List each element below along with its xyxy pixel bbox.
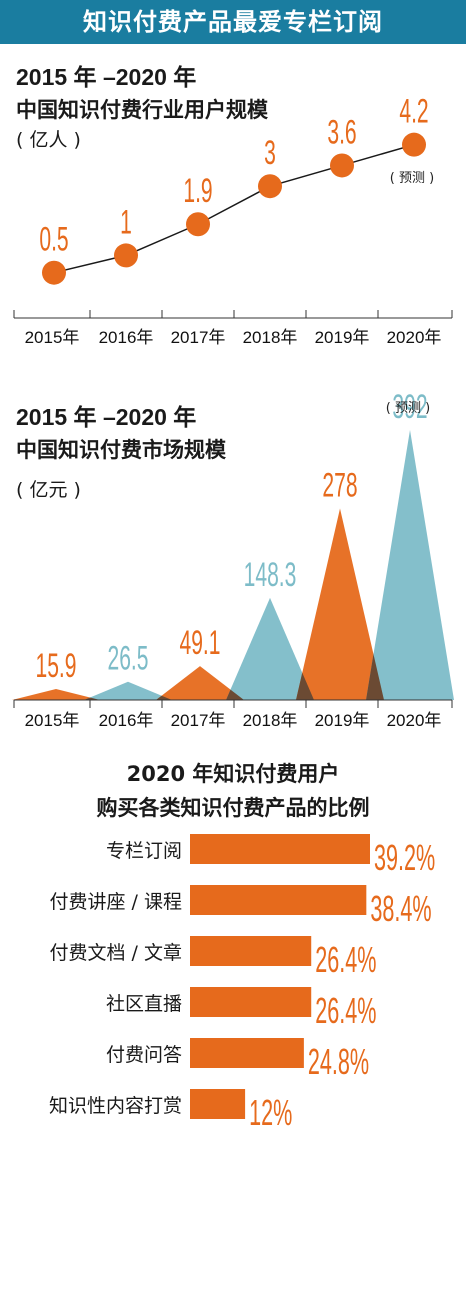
market-scale-triangle-chart: 15.9 26.5 49.1 148.3 278 392( 预测 ) 2015年 2016年 2… bbox=[12, 387, 454, 730]
x-tick-label: 2020年 bbox=[387, 711, 442, 730]
x-tick-label: 2017年 bbox=[171, 711, 226, 730]
bar bbox=[190, 936, 312, 966]
bar bbox=[190, 987, 312, 1017]
bar-category-label: 社区直播 bbox=[105, 993, 182, 1015]
triangle-mark bbox=[12, 689, 100, 700]
data-point bbox=[114, 243, 138, 268]
banner-title: 知识付费产品最爱专栏订阅 bbox=[83, 8, 383, 36]
bar bbox=[190, 1089, 246, 1119]
series-line bbox=[53, 143, 415, 274]
bar-value-label: 26.4% bbox=[315, 991, 376, 1031]
bar-category-label: 专栏订阅 bbox=[105, 840, 182, 862]
bar-value-label: 26.4% bbox=[315, 940, 376, 980]
data-point bbox=[330, 153, 354, 178]
bar-value-label: 12% bbox=[249, 1093, 292, 1133]
forecast-note: ( 预测 ) bbox=[390, 171, 434, 186]
chart1-unit: ( 亿人 ) bbox=[16, 129, 81, 151]
data-label: 15.9 bbox=[36, 646, 77, 684]
bar bbox=[190, 1038, 304, 1068]
x-tick-label: 2017年 bbox=[171, 328, 226, 347]
data-point bbox=[42, 260, 66, 285]
data-label: 4.2 bbox=[399, 91, 428, 129]
overlap-mark bbox=[84, 697, 100, 700]
chart1-title: 2015 年 –2020 年 bbox=[16, 64, 197, 90]
user-scale-line-chart: 0.5 1 1.9 3 3.6 4.2 ( 预测 ) 2015年 2016年 2017年 2018年… bbox=[13, 91, 453, 347]
chart2-title: 2015 年 –2020 年 bbox=[16, 404, 197, 430]
chart3-subtitle: 购买各类知识付费产品的比例 bbox=[96, 796, 370, 820]
data-label: 26.5 bbox=[108, 638, 149, 676]
bar bbox=[190, 885, 367, 915]
data-point bbox=[186, 212, 210, 237]
x-tick-label: 2015年 bbox=[25, 711, 80, 730]
triangle-mark bbox=[226, 597, 314, 700]
data-label: 392 bbox=[392, 387, 427, 425]
x-tick-label: 2016年 bbox=[99, 328, 154, 347]
x-tick-label: 2018年 bbox=[243, 328, 298, 347]
data-label: 3.6 bbox=[327, 112, 356, 150]
data-label: 3 bbox=[264, 133, 276, 171]
triangle-mark bbox=[366, 430, 454, 700]
x-tick-label: 2015年 bbox=[25, 328, 80, 347]
bar-value-label: 24.8% bbox=[308, 1042, 369, 1082]
bar-value-label: 39.2% bbox=[374, 838, 435, 878]
overlap-mark bbox=[156, 695, 172, 700]
bar bbox=[190, 834, 370, 864]
triangle-mark bbox=[156, 666, 244, 700]
x-tick-label: 2018年 bbox=[243, 711, 298, 730]
chart2-subtitle: 中国知识付费市场规模 bbox=[16, 438, 226, 462]
x-tick-label: 2016年 bbox=[99, 711, 154, 730]
bar-value-label: 38.4% bbox=[370, 889, 431, 929]
overlap-mark bbox=[366, 654, 384, 700]
x-tick-label: 2020年 bbox=[387, 328, 442, 347]
data-point bbox=[258, 174, 282, 199]
bar-category-label: 付费文档 / 文章 bbox=[49, 942, 182, 964]
triangle-mark bbox=[296, 508, 384, 700]
forecast-note: ( 预测 ) bbox=[386, 401, 430, 416]
title-banner bbox=[0, 0, 466, 44]
overlap-mark bbox=[226, 689, 244, 700]
data-label: 148.3 bbox=[244, 555, 297, 593]
data-label: 0.5 bbox=[39, 219, 68, 257]
bar-category-label: 知识性内容打赏 bbox=[48, 1095, 182, 1117]
x-tick-label: 2019年 bbox=[315, 328, 370, 347]
chart1-subtitle: 中国知识付费行业用户规模 bbox=[16, 98, 268, 122]
data-label: 49.1 bbox=[180, 623, 221, 661]
overlap-mark bbox=[296, 672, 314, 700]
bar-category-label: 付费讲座 / 课程 bbox=[49, 891, 182, 913]
bar-category-label: 付费问答 bbox=[105, 1044, 182, 1066]
data-label: 278 bbox=[322, 465, 357, 503]
triangle-mark bbox=[84, 681, 172, 700]
chart2-unit: ( 亿元 ) bbox=[16, 479, 81, 501]
data-point bbox=[402, 132, 426, 157]
data-label: 1 bbox=[120, 202, 132, 240]
x-tick-label: 2019年 bbox=[315, 711, 370, 730]
data-label: 1.9 bbox=[183, 171, 212, 209]
chart3-title: 2020 年知识付费用户 bbox=[126, 762, 340, 786]
